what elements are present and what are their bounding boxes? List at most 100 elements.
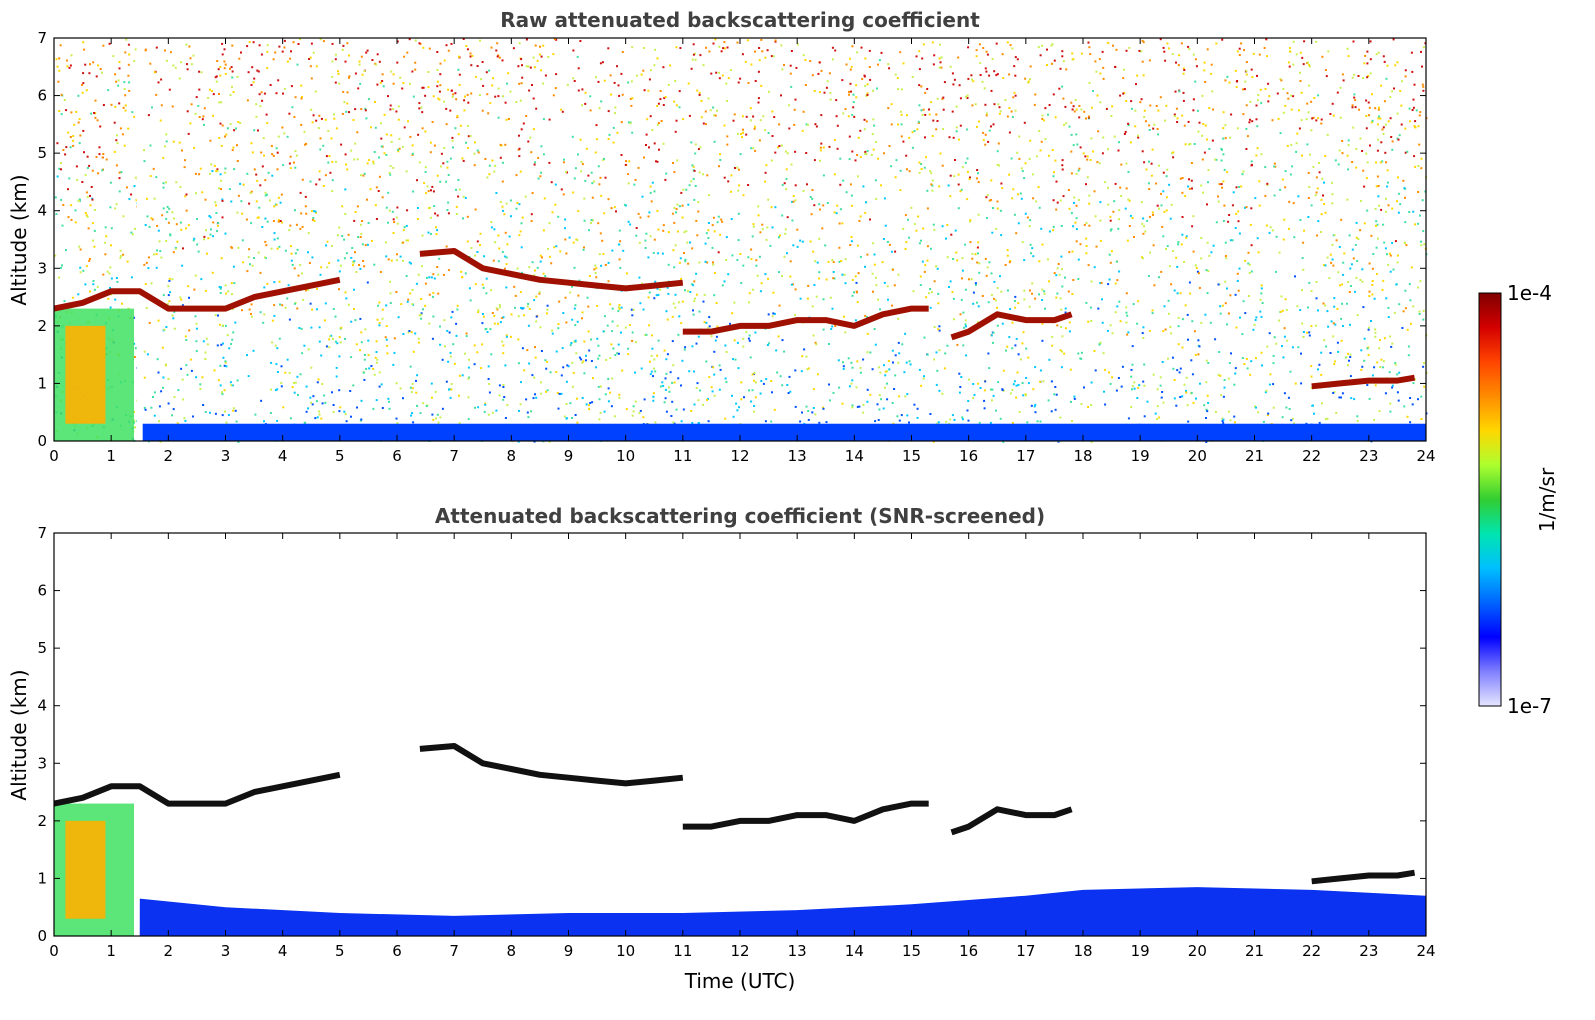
noise-pixel — [1135, 83, 1137, 86]
noise-pixel — [944, 352, 947, 355]
noise-pixel — [438, 90, 441, 93]
noise-pixel — [93, 288, 96, 291]
noise-pixel — [776, 371, 779, 374]
noise-pixel — [595, 276, 598, 279]
noise-pixel — [396, 222, 399, 225]
noise-pixel — [848, 90, 850, 93]
noise-pixel — [101, 156, 104, 159]
noise-pixel — [1161, 391, 1164, 393]
noise-pixel — [1289, 173, 1292, 176]
noise-pixel — [230, 246, 233, 249]
noise-pixel — [411, 289, 414, 291]
noise-pixel — [525, 38, 528, 41]
noise-pixel — [796, 228, 799, 231]
noise-pixel — [251, 66, 254, 69]
noise-pixel — [1310, 375, 1313, 378]
noise-pixel — [442, 162, 445, 165]
noise-pixel — [916, 416, 919, 419]
noise-pixel — [899, 51, 902, 54]
noise-pixel — [996, 150, 999, 153]
noise-pixel — [737, 212, 740, 215]
noise-pixel — [706, 174, 709, 177]
noise-pixel — [988, 261, 991, 264]
noise-pixel — [1365, 177, 1368, 180]
noise-pixel — [869, 393, 872, 396]
noise-pixel — [167, 221, 170, 224]
noise-pixel — [1238, 47, 1241, 50]
noise-pixel — [863, 118, 866, 121]
noise-pixel — [870, 153, 873, 156]
noise-pixel — [698, 93, 701, 96]
noise-pixel — [586, 296, 589, 299]
noise-pixel — [1417, 286, 1420, 289]
noise-pixel — [344, 60, 347, 63]
noise-pixel — [609, 303, 612, 306]
noise-pixel — [1349, 323, 1351, 326]
noise-pixel — [186, 68, 189, 71]
noise-pixel — [509, 90, 512, 93]
noise-pixel — [1262, 420, 1265, 423]
noise-pixel — [331, 179, 334, 182]
noise-pixel — [1312, 165, 1315, 168]
noise-pixel — [291, 386, 294, 389]
noise-pixel — [833, 173, 836, 176]
noise-pixel — [236, 144, 238, 147]
noise-pixel — [1354, 106, 1357, 109]
noise-pixel — [856, 291, 858, 294]
noise-pixel — [555, 73, 558, 76]
noise-pixel — [1375, 224, 1377, 227]
noise-pixel — [1078, 116, 1081, 119]
noise-pixel — [1021, 382, 1024, 384]
noise-pixel — [1072, 105, 1075, 108]
noise-pixel — [552, 53, 555, 56]
noise-pixel — [588, 275, 591, 277]
noise-pixel — [481, 322, 484, 325]
noise-pixel — [879, 308, 881, 311]
noise-pixel — [1414, 165, 1417, 168]
noise-pixel — [1173, 397, 1176, 400]
noise-pixel — [618, 396, 621, 399]
noise-pixel — [1061, 285, 1064, 288]
noise-pixel — [872, 290, 874, 293]
noise-pixel — [319, 273, 322, 276]
noise-pixel — [1224, 255, 1227, 257]
noise-pixel — [1371, 374, 1374, 377]
noise-pixel — [315, 211, 318, 214]
noise-pixel — [1284, 298, 1287, 301]
noise-pixel — [554, 183, 557, 186]
noise-pixel — [86, 155, 89, 158]
noise-pixel — [645, 144, 647, 146]
noise-pixel — [344, 291, 347, 294]
noise-pixel — [675, 46, 678, 49]
noise-pixel — [666, 286, 669, 289]
noise-pixel — [498, 394, 501, 397]
noise-pixel — [992, 207, 994, 209]
noise-pixel — [1403, 187, 1406, 190]
noise-pixel — [557, 327, 560, 330]
noise-pixel — [571, 318, 574, 321]
noise-pixel — [173, 310, 176, 313]
noise-pixel — [792, 200, 795, 203]
noise-pixel — [1086, 176, 1089, 179]
noise-pixel — [1229, 419, 1232, 422]
noise-pixel — [393, 221, 396, 223]
noise-pixel — [1127, 122, 1130, 125]
noise-pixel — [182, 398, 185, 401]
noise-pixel — [640, 367, 643, 370]
noise-pixel — [1207, 169, 1210, 172]
noise-pixel — [1001, 389, 1004, 392]
noise-pixel — [369, 188, 372, 191]
noise-pixel — [383, 152, 386, 155]
noise-pixel — [1224, 280, 1227, 283]
noise-pixel — [1206, 394, 1209, 397]
noise-pixel — [920, 168, 923, 170]
noise-pixel — [875, 276, 877, 279]
noise-pixel — [931, 291, 933, 294]
noise-pixel — [639, 216, 642, 219]
noise-pixel — [650, 354, 653, 357]
noise-pixel — [542, 229, 545, 232]
noise-pixel — [702, 403, 704, 406]
noise-pixel — [1168, 183, 1171, 186]
noise-pixel — [988, 74, 991, 77]
noise-pixel — [663, 97, 666, 100]
